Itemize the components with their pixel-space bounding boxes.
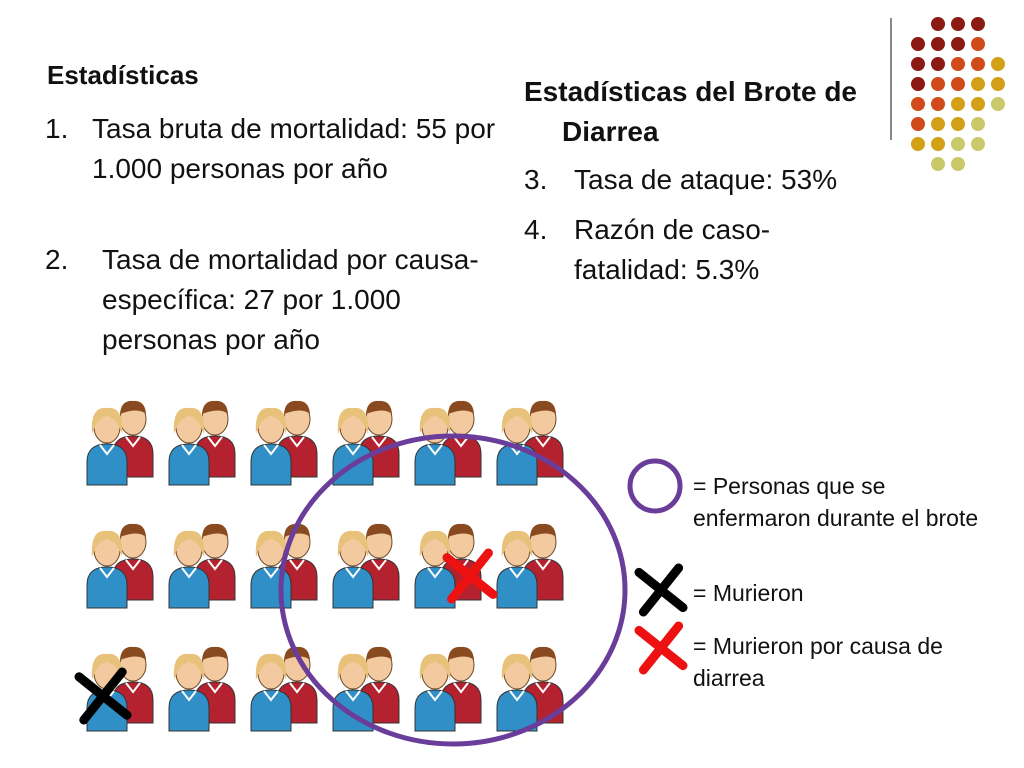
list-number: 1. bbox=[45, 113, 69, 144]
decorative-dot bbox=[971, 117, 985, 131]
decorative-dot bbox=[911, 37, 925, 51]
decorative-dot bbox=[951, 77, 965, 91]
person-pair-icon bbox=[332, 523, 400, 609]
decorative-dot bbox=[931, 17, 945, 31]
list-number: 3. bbox=[524, 164, 548, 195]
decorative-dot bbox=[951, 57, 965, 71]
legend-red-x-icon bbox=[634, 621, 688, 675]
list-number: 2. bbox=[45, 244, 69, 275]
person-pair-icon bbox=[250, 400, 318, 486]
person-pair-icon bbox=[414, 646, 482, 732]
right-heading: Estadísticas del Brote de Diarrea bbox=[524, 72, 944, 152]
list-text: Tasa de ataque: 53% bbox=[574, 164, 838, 195]
decorative-dot bbox=[951, 97, 965, 111]
person-pair-icon bbox=[496, 646, 564, 732]
decorative-dot bbox=[991, 77, 1005, 91]
decorative-divider bbox=[890, 18, 892, 140]
person-pair-icon bbox=[332, 646, 400, 732]
person-pair-icon bbox=[332, 400, 400, 486]
decorative-dot bbox=[931, 117, 945, 131]
red-x-icon bbox=[442, 548, 498, 604]
decorative-dot bbox=[911, 117, 925, 131]
decorative-dot bbox=[951, 117, 965, 131]
decorative-dot bbox=[971, 57, 985, 71]
list-item-2: 2. Tasa de mortalidad por causa-específi… bbox=[45, 240, 515, 360]
person-pair-icon bbox=[414, 400, 482, 486]
decorative-dot bbox=[911, 97, 925, 111]
decorative-dot bbox=[931, 37, 945, 51]
right-heading-line2: Diarrea bbox=[562, 116, 659, 147]
decorative-dot bbox=[971, 37, 985, 51]
person-pair-icon bbox=[496, 523, 564, 609]
decorative-dot bbox=[951, 157, 965, 171]
decorative-dot bbox=[911, 57, 925, 71]
decorative-dot bbox=[931, 77, 945, 91]
legend-black-x-icon bbox=[634, 563, 688, 617]
decorative-dot bbox=[911, 77, 925, 91]
decorative-dot bbox=[991, 57, 1005, 71]
list-item-4: 4. Razón de caso-fatalidad: 5.3% bbox=[524, 210, 824, 290]
list-item-1: 1. Tasa bruta de mortalidad: 55 por 1.00… bbox=[45, 109, 515, 189]
decorative-dot bbox=[931, 157, 945, 171]
list-item-3: 3. Tasa de ataque: 53% bbox=[524, 160, 944, 200]
legend-died-text: = Murieron bbox=[693, 580, 804, 606]
decorative-dot bbox=[971, 17, 985, 31]
decorative-dot bbox=[971, 137, 985, 151]
person-pair-icon bbox=[86, 400, 154, 486]
decorative-dot bbox=[911, 137, 925, 151]
person-pair-icon bbox=[86, 523, 154, 609]
list-text: Tasa de mortalidad por causa-específica:… bbox=[102, 244, 479, 355]
decorative-dot bbox=[971, 97, 985, 111]
legend-diarrhea-text: = Murieron por causa de diarrea bbox=[693, 633, 943, 691]
list-text: Tasa bruta de mortalidad: 55 por 1.000 p… bbox=[92, 113, 496, 184]
decorative-dot-grid bbox=[911, 17, 1005, 171]
decorative-dot bbox=[931, 57, 945, 71]
legend-circle-icon bbox=[627, 458, 683, 514]
outbreak-circle bbox=[278, 433, 628, 747]
decorative-dot bbox=[951, 17, 965, 31]
black-x-icon bbox=[74, 667, 132, 725]
decorative-dot bbox=[951, 137, 965, 151]
legend-sick-text: = Personas que se enfermaron durante el … bbox=[693, 473, 979, 531]
decorative-dot bbox=[931, 97, 945, 111]
decorative-dot bbox=[951, 37, 965, 51]
person-pair-icon bbox=[168, 400, 236, 486]
person-pair-icon bbox=[414, 523, 482, 609]
person-pair-icon bbox=[168, 523, 236, 609]
person-pair-icon bbox=[168, 646, 236, 732]
decorative-dot bbox=[971, 77, 985, 91]
list-text: Razón de caso-fatalidad: 5.3% bbox=[574, 214, 771, 285]
decorative-dot bbox=[931, 137, 945, 151]
person-pair-icon bbox=[250, 646, 318, 732]
left-heading: Estadísticas bbox=[47, 60, 199, 90]
list-number: 4. bbox=[524, 214, 548, 245]
decorative-dot bbox=[991, 97, 1005, 111]
right-heading-line1: Estadísticas del Brote de bbox=[524, 76, 858, 107]
